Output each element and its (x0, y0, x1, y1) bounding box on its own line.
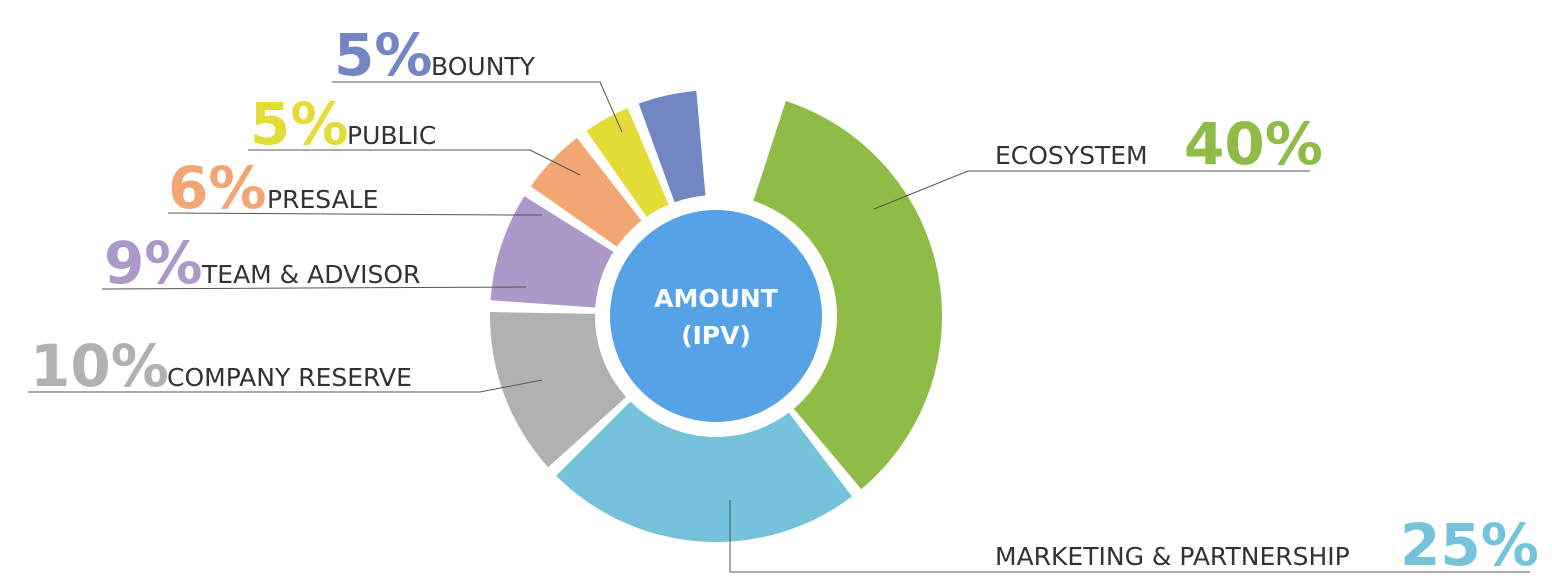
slice-ecosystem (753, 101, 943, 490)
percent-label: 10% (30, 332, 169, 400)
leader-line (729, 500, 1530, 573)
slice-team-advisor (490, 196, 614, 308)
category-label: PUBLIC (347, 121, 436, 150)
category-label: ECOSYSTEM (995, 141, 1148, 170)
leader-line (332, 81, 623, 133)
slice-group (490, 90, 943, 542)
label-group: 40% ECOSYSTEM 25% MARKETING & PARTNERSHIP 10… (30, 21, 1539, 579)
leader-line (248, 149, 581, 176)
leader-line (167, 212, 542, 216)
center-label-line-1: AMOUNT (654, 284, 778, 313)
slice-public (586, 107, 669, 217)
center-disc (610, 210, 822, 422)
category-label: TEAM & ADVISOR (201, 260, 420, 289)
slice-presale (530, 137, 642, 247)
leader-line-group (28, 81, 1530, 573)
percent-label: 5% (250, 90, 348, 158)
percent-label: 9% (104, 229, 202, 297)
leader-line (873, 170, 1310, 210)
leader-line (101, 286, 527, 290)
slice-company-reserve (490, 312, 627, 468)
category-label: BOUNTY (431, 52, 536, 81)
category-label: MARKETING & PARTNERSHIP (995, 542, 1350, 571)
leader-line (28, 379, 543, 393)
percent-label: 25% (1400, 511, 1539, 579)
category-label: COMPANY RESERVE (167, 363, 412, 392)
slice-marketing-partnership (556, 401, 853, 542)
slice-bounty (638, 90, 706, 203)
percent-label: 40% (1184, 110, 1323, 178)
percent-label: 5% (334, 21, 432, 89)
percent-label: 6% (168, 154, 266, 222)
center-label-line-2: (IPV) (681, 321, 751, 350)
category-label: PRESALE (267, 185, 378, 214)
